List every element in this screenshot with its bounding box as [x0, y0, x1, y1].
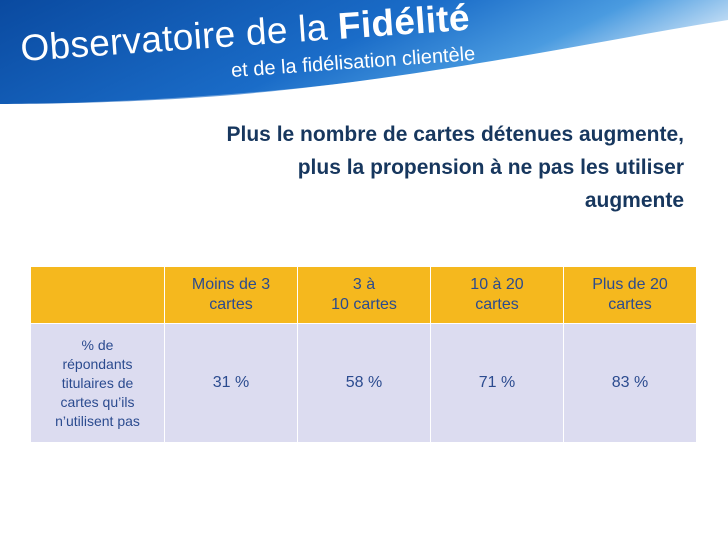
- slide-headline: Plus le nombre de cartes détenues augmen…: [60, 118, 684, 217]
- value-cell-3-to-10: 58 %: [297, 323, 431, 443]
- row-label-cell: % de répondants titulaires de cartes qu’…: [30, 323, 165, 443]
- value-cell-10-to-20: 71 %: [430, 323, 564, 443]
- headline-line-1: Plus le nombre de cartes détenues augmen…: [226, 123, 684, 146]
- header-cell-10-to-20: 10 à 20 cartes: [430, 266, 564, 324]
- header-cell-line: cartes: [475, 296, 519, 313]
- value-cell-less-than-3: 31 %: [164, 323, 298, 443]
- value-cell-more-than-20: 83 %: [563, 323, 697, 443]
- cards-table: Moins de 3 cartes 3 à 10 cartes 10 à 20 …: [30, 266, 697, 443]
- row-label-line: cartes qu’ils: [60, 393, 135, 410]
- headline-line-2: plus la propension à ne pas les utiliser: [297, 156, 684, 179]
- header-cell-line: 10 cartes: [331, 296, 397, 313]
- banner-title-part2: Fidélité: [336, 0, 472, 47]
- table-header-row: Moins de 3 cartes 3 à 10 cartes 10 à 20 …: [30, 266, 697, 324]
- header-cell-line: Plus de 20: [592, 276, 668, 293]
- header-cell-empty: [30, 266, 165, 324]
- banner-background: [0, 0, 728, 110]
- header-cell-less-than-3: Moins de 3 cartes: [164, 266, 298, 324]
- header-banner: [0, 0, 728, 120]
- table-row: % de répondants titulaires de cartes qu’…: [30, 323, 697, 443]
- header-cell-line: cartes: [209, 296, 253, 313]
- header-cell-line: 10 à 20: [470, 276, 524, 293]
- header-cell-more-than-20: Plus de 20 cartes: [563, 266, 697, 324]
- headline-line-3: augmente: [584, 189, 684, 212]
- row-label-line: répondants: [62, 355, 133, 372]
- row-label-line: n’utilisent pas: [55, 412, 140, 429]
- header-cell-line: 3 à: [352, 276, 376, 293]
- header-cell-line: cartes: [608, 296, 652, 313]
- header-cell-line: Moins de 3: [191, 276, 271, 293]
- row-label-line: % de: [81, 336, 114, 353]
- row-label-line: titulaires de: [61, 374, 134, 391]
- header-cell-3-to-10: 3 à 10 cartes: [297, 266, 431, 324]
